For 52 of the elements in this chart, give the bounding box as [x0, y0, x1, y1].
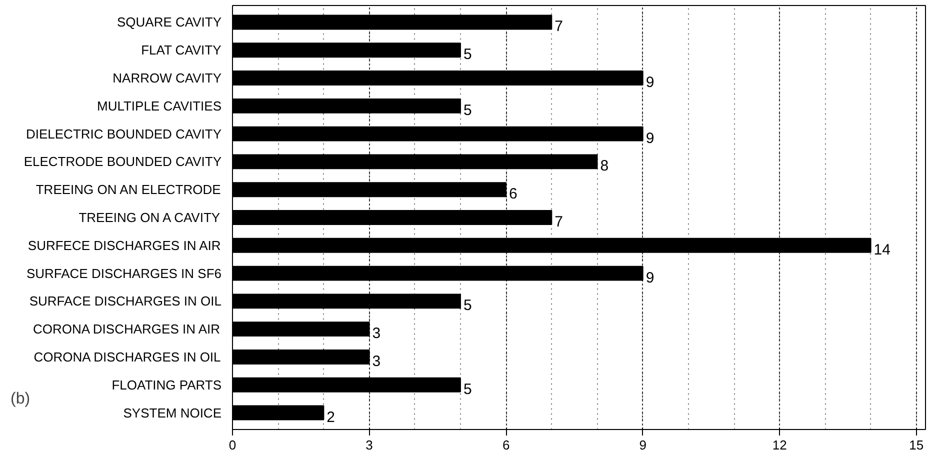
y-tick-label: MULTIPLE CAVITIES: [97, 98, 222, 114]
x-tick-label: 15: [909, 438, 924, 452]
y-tick-label: FLAT CAVITY: [141, 42, 222, 58]
data-label: 3: [372, 352, 381, 370]
y-tick-label: SURFECE DISCHARGES IN AIR: [28, 238, 221, 253]
y-tick-label: TREEING ON A CAVITY: [78, 210, 220, 225]
y-tick-label: SURFACE DISCHARGES IN SF6: [26, 266, 222, 281]
data-label: 14: [874, 241, 890, 258]
y-tick-label: CORONA DISCHARGES IN OIL: [34, 349, 221, 364]
y-tick-label: SURFACE DISCHARGES IN OIL: [29, 294, 222, 309]
data-label: 8: [600, 158, 609, 175]
y-tick-label: SYSTEM NOICE: [123, 405, 222, 420]
bar: [232, 350, 370, 364]
x-tick-label: 3: [366, 438, 373, 452]
x-tick-label: 0: [228, 438, 236, 452]
y-tick-label: SQUARE CAVITY: [117, 14, 222, 30]
y-tick-label: CORONA DISCHARGES IN AIR: [32, 322, 220, 337]
bar: [232, 210, 552, 225]
bar: [232, 98, 461, 114]
data-label: 5: [463, 46, 472, 64]
data-label: 9: [646, 130, 654, 147]
bar: [232, 294, 461, 309]
data-label: 2: [326, 408, 336, 426]
x-tick-label: 6: [502, 438, 510, 452]
bar: [232, 238, 872, 253]
y-tick-label: DIELECTRIC BOUNDED CAVITY: [26, 126, 222, 142]
text: (b): [10, 390, 30, 408]
data-label: 9: [646, 269, 654, 286]
x-tick-label: 9: [639, 438, 646, 452]
data-label: 6: [509, 186, 518, 203]
bar: [232, 405, 324, 420]
data-label: 5: [463, 297, 472, 314]
bar: [232, 377, 461, 392]
bar: [232, 14, 552, 30]
data-label: 7: [554, 18, 563, 36]
bar: [232, 42, 461, 58]
y-tick-label: NARROW CAVITY: [112, 70, 222, 86]
bar: [232, 70, 644, 86]
y-tick-label: ELECTRODE BOUNDED CAVITY: [24, 154, 222, 170]
bar: [232, 182, 507, 198]
bar: [232, 266, 644, 281]
data-label: 5: [463, 102, 472, 119]
data-label: 3: [372, 325, 381, 342]
y-tick-label: FLOATING PARTS: [112, 377, 222, 392]
bar: [232, 154, 598, 170]
data-label: 9: [646, 74, 654, 92]
data-label: 7: [554, 214, 563, 230]
y-tick-label: TREEING ON AN ELECTRODE: [36, 182, 222, 198]
bar: [232, 126, 644, 142]
data-label: 5: [463, 380, 472, 398]
bar: [232, 322, 370, 337]
x-tick-label: 12: [772, 438, 787, 452]
